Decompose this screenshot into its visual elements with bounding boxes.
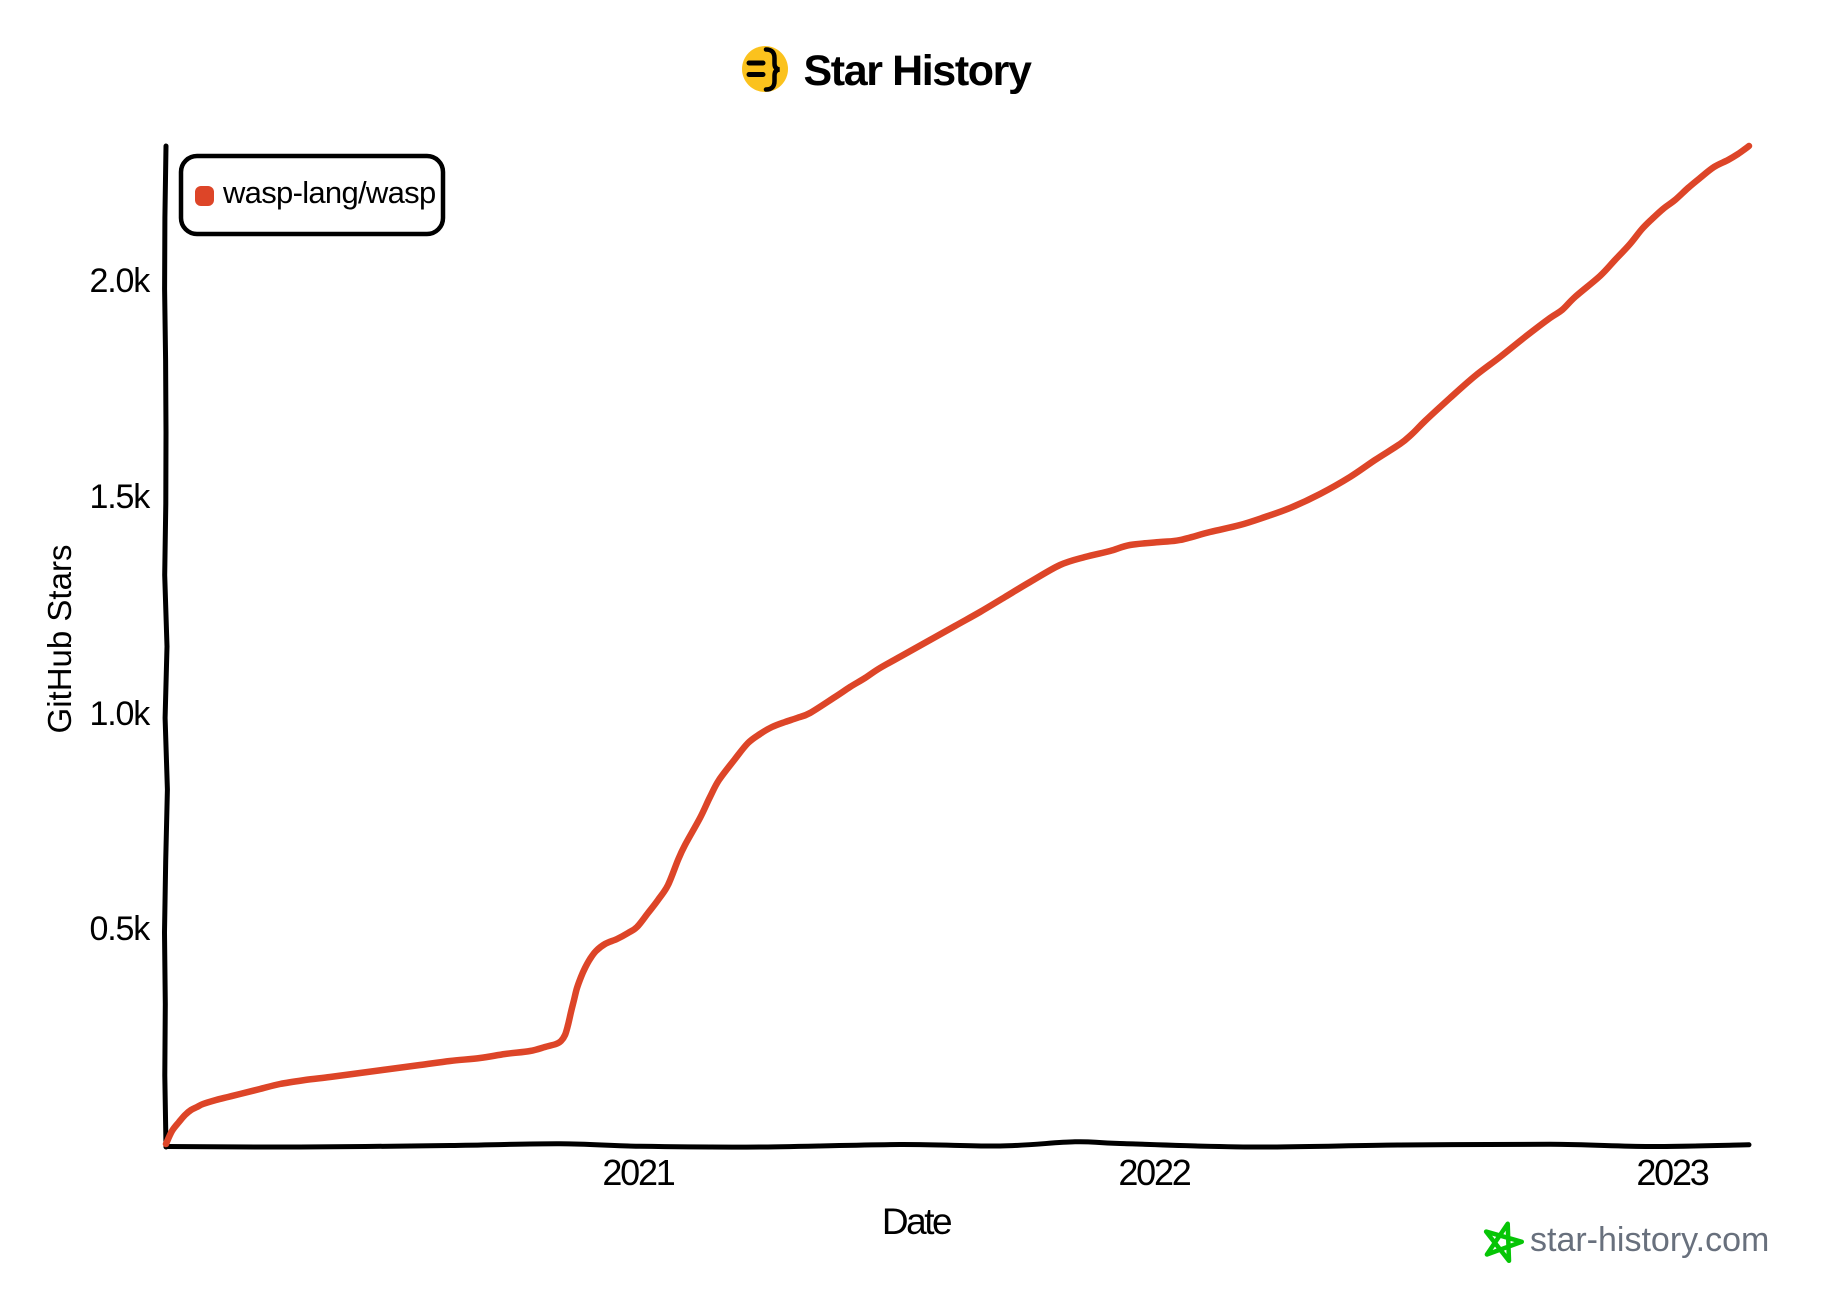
svg-text:star-history.com: star-history.com [1530,1221,1769,1259]
svg-text:2022: 2022 [1118,1152,1190,1193]
svg-text:2023: 2023 [1636,1152,1708,1193]
svg-text:2.0k: 2.0k [90,262,152,300]
svg-text:2021: 2021 [602,1152,674,1193]
svg-text:0.5k: 0.5k [90,910,152,948]
svg-text:1.5k: 1.5k [90,478,152,516]
svg-text:Star History: Star History [804,47,1032,95]
svg-text:wasp-lang/wasp: wasp-lang/wasp [222,175,435,210]
svg-text:Date: Date [882,1201,951,1242]
svg-text:GitHub Stars: GitHub Stars [41,545,78,734]
svg-text:1.0k: 1.0k [90,695,152,733]
